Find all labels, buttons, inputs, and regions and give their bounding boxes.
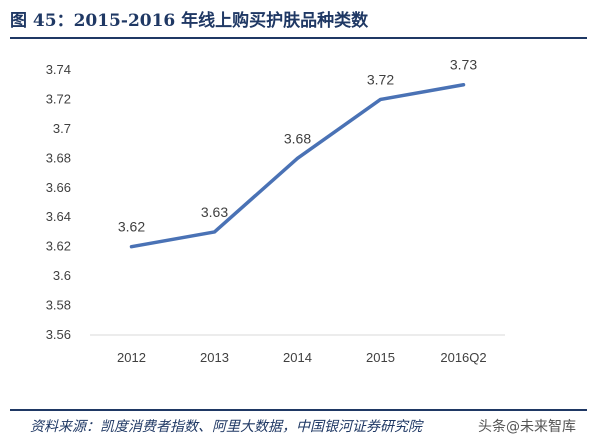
data-point xyxy=(379,97,382,101)
series-line xyxy=(129,82,466,249)
data-label: 3.73 xyxy=(450,57,477,73)
x-tick-label: 2012 xyxy=(117,350,146,365)
data-label: 3.62 xyxy=(118,219,145,235)
y-tick-label: 3.7 xyxy=(53,121,71,136)
y-tick-label: 3.62 xyxy=(46,239,71,254)
x-tick-label: 2014 xyxy=(283,350,312,365)
x-tick-label: 2015 xyxy=(366,350,395,365)
y-tick-label: 3.66 xyxy=(46,180,71,195)
data-point xyxy=(213,230,216,234)
y-tick-label: 3.74 xyxy=(46,62,71,77)
y-tick-label: 3.58 xyxy=(46,298,71,313)
data-point xyxy=(296,156,299,160)
chart-title: 图 45：2015-2016 年线上购买护肤品种类数 xyxy=(10,11,369,31)
y-tick-label: 3.68 xyxy=(46,150,71,165)
line-chart: 3.56 3.58 3.6 3.62 3.64 3.66 3.68 3.7 3.72 3.74 20… xyxy=(46,57,505,365)
y-tick-label: 3.64 xyxy=(46,209,71,224)
x-tick-label: 2013 xyxy=(200,350,229,365)
y-tick-label: 3.56 xyxy=(46,327,71,342)
data-point xyxy=(130,245,133,249)
bottom-divider xyxy=(10,409,587,411)
source-note: 资料来源：凯度消费者指数、阿里大数据，中国银河证券研究院 xyxy=(30,419,422,435)
data-label: 3.68 xyxy=(284,130,311,146)
data-label: 3.63 xyxy=(201,204,228,220)
x-tick-label: 2016Q2 xyxy=(440,350,486,365)
y-tick-label: 3.6 xyxy=(53,268,71,283)
data-point xyxy=(462,83,465,87)
top-divider xyxy=(10,37,587,39)
data-label: 3.72 xyxy=(367,71,394,87)
watermark: 头条@未来智库 xyxy=(478,419,576,435)
y-tick-label: 3.72 xyxy=(46,91,71,106)
